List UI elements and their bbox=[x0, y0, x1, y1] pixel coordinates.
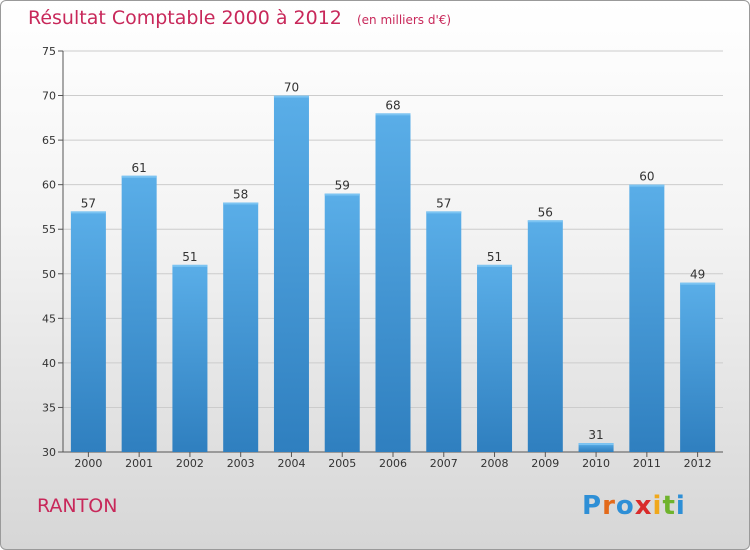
bar bbox=[426, 211, 462, 452]
chart-title: Résultat Comptable 2000 à 2012 bbox=[28, 7, 342, 29]
bar-top-edge bbox=[223, 202, 259, 205]
brand-letter: o bbox=[615, 491, 635, 521]
bar bbox=[477, 264, 513, 452]
brand-letter: r bbox=[602, 491, 616, 521]
brand-letter: P bbox=[582, 491, 603, 521]
y-tick-label: 70 bbox=[42, 90, 56, 103]
x-tick-label: 2011 bbox=[633, 457, 661, 470]
y-tick-label: 50 bbox=[42, 268, 56, 281]
bar-top-edge bbox=[680, 282, 716, 285]
brand-letter: x bbox=[634, 491, 653, 521]
x-tick-label: 2005 bbox=[328, 457, 356, 470]
data-label: 31 bbox=[588, 428, 603, 442]
bar bbox=[70, 211, 106, 452]
bar-top-edge bbox=[477, 264, 513, 267]
bar bbox=[629, 184, 665, 452]
y-tick-label: 45 bbox=[42, 312, 56, 325]
data-label: 60 bbox=[639, 170, 654, 184]
bar-top-edge bbox=[172, 264, 208, 267]
bar-top-edge bbox=[121, 175, 157, 178]
bar-top-edge bbox=[324, 193, 360, 196]
y-tick-label: 60 bbox=[42, 179, 56, 192]
bar bbox=[273, 95, 309, 453]
data-label: 68 bbox=[385, 98, 400, 112]
bar bbox=[172, 264, 208, 452]
brand-letter: i bbox=[652, 491, 663, 521]
x-tick-label: 2007 bbox=[430, 457, 458, 470]
data-label: 61 bbox=[132, 161, 147, 175]
brand-letter: t bbox=[662, 491, 676, 521]
title-row: Résultat Comptable 2000 à 2012 (en milli… bbox=[28, 7, 451, 29]
data-label: 70 bbox=[284, 81, 299, 95]
bar bbox=[578, 443, 614, 452]
y-tick-label: 30 bbox=[42, 446, 56, 459]
bar bbox=[223, 202, 259, 452]
x-tick-label: 2009 bbox=[531, 457, 559, 470]
bar bbox=[527, 220, 563, 452]
x-tick-label: 2012 bbox=[684, 457, 712, 470]
labels: 30 35 40 45 50 55 60 65 70 75 57 2000 61 2001 51 2002 58… bbox=[42, 45, 712, 470]
bar-top-edge bbox=[629, 184, 665, 187]
chart-subtitle: (en milliers d'€) bbox=[356, 13, 452, 27]
x-tick-label: 2010 bbox=[582, 457, 610, 470]
y-tick-label: 75 bbox=[42, 45, 56, 58]
bar bbox=[680, 282, 716, 452]
x-tick-label: 2001 bbox=[125, 457, 153, 470]
y-tick-label: 35 bbox=[42, 401, 56, 414]
data-label: 57 bbox=[81, 196, 96, 210]
x-tick-label: 2002 bbox=[176, 457, 204, 470]
x-tick-label: 2004 bbox=[277, 457, 305, 470]
bar bbox=[324, 193, 360, 453]
x-tick-label: 2003 bbox=[227, 457, 255, 470]
bar-top-edge bbox=[426, 211, 462, 214]
bar-top-edge bbox=[273, 95, 309, 98]
brand-logo: Proxiti bbox=[582, 491, 686, 521]
bar-top-edge bbox=[578, 443, 614, 446]
bar-top-edge bbox=[70, 211, 106, 214]
bars bbox=[70, 95, 716, 453]
y-tick-label: 40 bbox=[42, 357, 56, 370]
bar bbox=[121, 175, 157, 452]
bar bbox=[375, 113, 411, 452]
bar-top-edge bbox=[375, 113, 411, 116]
data-label: 57 bbox=[436, 196, 451, 210]
bar-top-edge bbox=[527, 220, 563, 223]
commune-name: RANTON bbox=[37, 495, 118, 517]
y-tick-label: 55 bbox=[42, 223, 56, 236]
data-label: 51 bbox=[182, 250, 197, 264]
data-label: 56 bbox=[538, 205, 553, 219]
data-label: 51 bbox=[487, 250, 502, 264]
data-label: 49 bbox=[690, 268, 705, 282]
y-tick-label: 65 bbox=[42, 134, 56, 147]
x-tick-label: 2008 bbox=[481, 457, 509, 470]
data-label: 59 bbox=[335, 179, 350, 193]
x-tick-label: 2000 bbox=[74, 457, 102, 470]
data-label: 58 bbox=[233, 187, 248, 201]
brand-letter: i bbox=[675, 491, 686, 521]
x-tick-label: 2006 bbox=[379, 457, 407, 470]
